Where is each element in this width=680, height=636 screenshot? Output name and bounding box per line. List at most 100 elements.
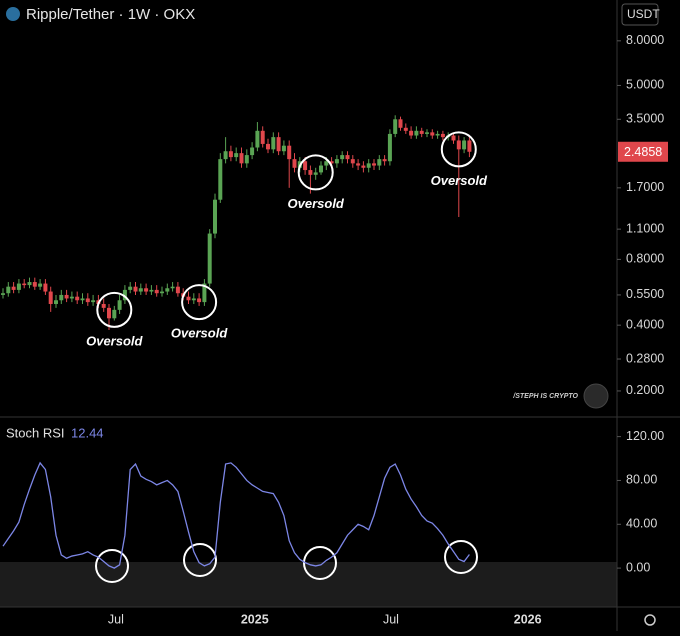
candle-body [419,130,424,134]
coin-icon [6,7,20,21]
candle-body [250,147,255,156]
y-tick-label: 120.00 [626,429,664,443]
y-tick-label: 1.1000 [626,221,664,235]
candle-body [32,282,37,287]
candle-body [91,300,96,303]
stoch-rsi-line [2,461,470,569]
candle-body [197,298,202,303]
candle-body [138,288,143,292]
candle-body [43,283,48,292]
candle-body [54,300,58,304]
y-tick-label: 0.2000 [626,383,664,397]
candle-body [287,145,292,160]
y-tick-label: 40.00 [626,517,657,531]
candle-body [75,296,80,301]
candle-body [255,130,260,148]
candle-body [345,155,350,160]
candle-body [372,163,376,166]
y-tick-label: 0.8000 [626,252,664,266]
candle-body [85,298,90,303]
watermark: /STEPH IS CRYPTO [512,393,578,400]
candle-body [260,130,265,144]
currency-label[interactable]: USDT [627,7,660,21]
candle-body [228,151,233,158]
candle-body [361,165,366,168]
candle-body [350,159,355,164]
candle-body [308,170,313,175]
annotation-circle [181,284,218,321]
candle-body [382,159,387,162]
candle-body [430,132,435,136]
y-tick-label: 5.0000 [626,78,664,92]
annotation: Oversold [171,326,228,341]
candle-body [334,159,339,164]
candle-body [218,159,223,200]
last-price: 2.4858 [624,145,662,159]
candle-body [414,130,419,136]
candle-body [329,161,334,164]
candle-body [234,153,239,158]
candle-body [69,296,74,299]
candle-body [276,137,281,152]
y-tick-label: 80.00 [626,473,657,487]
candle-body [11,286,16,290]
candle-body [101,303,106,308]
candle-body [409,130,414,136]
candle-body [144,288,149,292]
watermark-avatar [583,383,609,409]
candle-body [313,172,318,175]
x-tick-label: Jul [383,612,399,626]
candle-body [292,159,297,168]
candle-body [186,296,191,301]
annotation: Oversold [431,173,488,188]
x-tick-label: 2026 [514,612,542,626]
y-tick-label: 3.5000 [626,112,664,126]
currency-button[interactable] [621,3,659,26]
y-tick-label: 0.00 [626,560,650,574]
candle-body [80,298,85,301]
candle-body [440,133,445,138]
last-price-box [618,141,668,162]
candle-body [59,294,64,301]
candle-body [48,291,53,304]
candle-body [239,153,244,164]
candle-body [319,165,323,173]
settings-button[interactable] [644,614,656,626]
candle-body [467,140,472,152]
candle-body [202,283,207,303]
candle-body [213,199,217,234]
candle-body [266,143,270,150]
annotation-circle [96,291,133,328]
candle-body [133,286,138,292]
candle-body [175,286,180,294]
candle-body [403,127,408,131]
candle-body [398,119,403,128]
candle-body [6,286,11,294]
y-tick-label: 0.2800 [626,351,664,365]
candle-body [117,300,122,310]
oversold-band [0,562,617,607]
candle-body [154,289,159,294]
candle-body [456,140,461,150]
indicator-title: Stoch RSI [6,425,65,440]
candle-body [128,286,133,290]
candle-body [64,294,69,299]
y-tick-label: 0.5500 [626,287,664,301]
candle-body [340,155,345,160]
oversold-circles [95,540,478,583]
x-tick-label: Jul [108,612,124,626]
candle-body [191,298,196,301]
candle-body [244,155,249,164]
candle-body [356,163,361,166]
candle-body [165,288,170,292]
candle-body [16,283,21,290]
y-tick-label: 0.4000 [626,317,664,331]
candle-body [160,291,164,294]
candle-body [107,307,111,319]
candle-body [1,293,5,295]
chart-title: Ripple/Tether · 1W · OKX [26,6,195,23]
candle-body [170,286,175,289]
candle-body [223,151,228,160]
